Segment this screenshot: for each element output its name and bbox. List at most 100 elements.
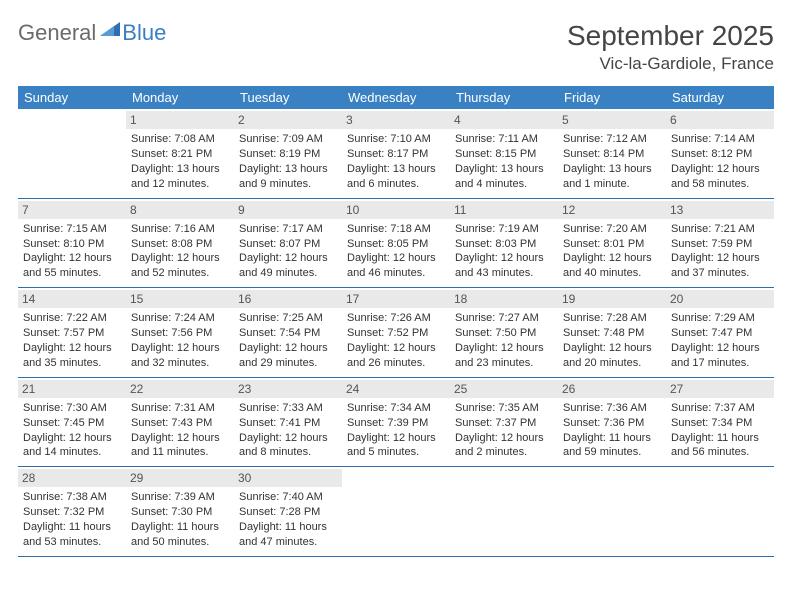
day-daylight1: Daylight: 12 hours [130,431,230,446]
day-daylight1: Daylight: 11 hours [238,520,338,535]
day-number: 27 [666,380,774,398]
day-daylight2: and 50 minutes. [130,535,230,550]
logo-text-general: General [18,20,96,46]
day-cell: 17Sunrise: 7:26 AMSunset: 7:52 PMDayligh… [342,288,450,377]
day-sunset: Sunset: 7:59 PM [670,237,770,252]
day-daylight2: and 17 minutes. [670,356,770,371]
day-sunrise: Sunrise: 7:33 AM [238,401,338,416]
day-sunrise: Sunrise: 7:19 AM [454,222,554,237]
day-cell: 27Sunrise: 7:37 AMSunset: 7:34 PMDayligh… [666,378,774,467]
day-sunrise: Sunrise: 7:08 AM [130,132,230,147]
day-cell: 21Sunrise: 7:30 AMSunset: 7:45 PMDayligh… [18,378,126,467]
day-sunrise: Sunrise: 7:14 AM [670,132,770,147]
day-daylight1: Daylight: 12 hours [130,251,230,266]
day-number: 7 [18,201,126,219]
day-sunset: Sunset: 7:36 PM [562,416,662,431]
day-daylight1: Daylight: 12 hours [670,341,770,356]
day-cell: 26Sunrise: 7:36 AMSunset: 7:36 PMDayligh… [558,378,666,467]
day-cell: 13Sunrise: 7:21 AMSunset: 7:59 PMDayligh… [666,199,774,288]
day-daylight2: and 5 minutes. [346,445,446,460]
day-daylight1: Daylight: 12 hours [22,431,122,446]
week-row: 7Sunrise: 7:15 AMSunset: 8:10 PMDaylight… [18,199,774,289]
day-daylight2: and 59 minutes. [562,445,662,460]
day-daylight2: and 14 minutes. [22,445,122,460]
day-sunrise: Sunrise: 7:24 AM [130,311,230,326]
day-sunrise: Sunrise: 7:30 AM [22,401,122,416]
day-sunset: Sunset: 7:39 PM [346,416,446,431]
day-daylight1: Daylight: 12 hours [346,431,446,446]
day-sunrise: Sunrise: 7:28 AM [562,311,662,326]
weekday-header-row: SundayMondayTuesdayWednesdayThursdayFrid… [18,86,774,109]
day-number: 4 [450,111,558,129]
day-cell: 29Sunrise: 7:39 AMSunset: 7:30 PMDayligh… [126,467,234,556]
day-cell: 30Sunrise: 7:40 AMSunset: 7:28 PMDayligh… [234,467,342,556]
day-sunrise: Sunrise: 7:11 AM [454,132,554,147]
day-daylight2: and 40 minutes. [562,266,662,281]
day-number: 17 [342,290,450,308]
day-sunrise: Sunrise: 7:20 AM [562,222,662,237]
day-daylight1: Daylight: 11 hours [670,431,770,446]
day-cell: 11Sunrise: 7:19 AMSunset: 8:03 PMDayligh… [450,199,558,288]
day-number: 20 [666,290,774,308]
day-cell: 6Sunrise: 7:14 AMSunset: 8:12 PMDaylight… [666,109,774,198]
day-daylight2: and 58 minutes. [670,177,770,192]
day-daylight2: and 55 minutes. [22,266,122,281]
day-sunset: Sunset: 8:15 PM [454,147,554,162]
day-sunrise: Sunrise: 7:27 AM [454,311,554,326]
day-number: 2 [234,111,342,129]
day-number: 28 [18,469,126,487]
day-daylight2: and 23 minutes. [454,356,554,371]
day-cell: 25Sunrise: 7:35 AMSunset: 7:37 PMDayligh… [450,378,558,467]
day-sunrise: Sunrise: 7:22 AM [22,311,122,326]
location-label: Vic-la-Gardiole, France [567,54,774,74]
day-sunset: Sunset: 8:14 PM [562,147,662,162]
day-daylight1: Daylight: 12 hours [238,341,338,356]
day-sunset: Sunset: 8:08 PM [130,237,230,252]
day-number: 21 [18,380,126,398]
day-daylight2: and 6 minutes. [346,177,446,192]
day-sunrise: Sunrise: 7:38 AM [22,490,122,505]
empty-day-cell [450,467,558,556]
day-number: 15 [126,290,234,308]
day-daylight1: Daylight: 12 hours [670,162,770,177]
day-sunset: Sunset: 8:03 PM [454,237,554,252]
day-cell: 5Sunrise: 7:12 AMSunset: 8:14 PMDaylight… [558,109,666,198]
day-sunset: Sunset: 8:07 PM [238,237,338,252]
week-row: 14Sunrise: 7:22 AMSunset: 7:57 PMDayligh… [18,288,774,378]
day-sunrise: Sunrise: 7:18 AM [346,222,446,237]
day-sunset: Sunset: 8:10 PM [22,237,122,252]
day-daylight2: and 43 minutes. [454,266,554,281]
day-cell: 14Sunrise: 7:22 AMSunset: 7:57 PMDayligh… [18,288,126,377]
day-sunset: Sunset: 7:30 PM [130,505,230,520]
day-sunrise: Sunrise: 7:40 AM [238,490,338,505]
day-sunrise: Sunrise: 7:12 AM [562,132,662,147]
day-number: 9 [234,201,342,219]
day-daylight1: Daylight: 13 hours [454,162,554,177]
day-daylight1: Daylight: 12 hours [22,251,122,266]
empty-day-cell [18,109,126,198]
day-sunset: Sunset: 7:32 PM [22,505,122,520]
day-sunset: Sunset: 8:12 PM [670,147,770,162]
logo-text-blue: Blue [122,20,166,46]
day-sunrise: Sunrise: 7:26 AM [346,311,446,326]
day-number: 14 [18,290,126,308]
day-sunrise: Sunrise: 7:09 AM [238,132,338,147]
day-sunset: Sunset: 7:28 PM [238,505,338,520]
day-daylight1: Daylight: 13 hours [346,162,446,177]
day-cell: 12Sunrise: 7:20 AMSunset: 8:01 PMDayligh… [558,199,666,288]
day-sunset: Sunset: 7:47 PM [670,326,770,341]
day-cell: 16Sunrise: 7:25 AMSunset: 7:54 PMDayligh… [234,288,342,377]
day-sunset: Sunset: 7:56 PM [130,326,230,341]
day-number: 19 [558,290,666,308]
day-number: 13 [666,201,774,219]
logo: General Blue [18,20,166,46]
day-daylight2: and 20 minutes. [562,356,662,371]
day-daylight1: Daylight: 11 hours [562,431,662,446]
day-sunrise: Sunrise: 7:29 AM [670,311,770,326]
week-row: 21Sunrise: 7:30 AMSunset: 7:45 PMDayligh… [18,378,774,468]
day-number: 18 [450,290,558,308]
day-daylight1: Daylight: 12 hours [454,341,554,356]
day-daylight2: and 52 minutes. [130,266,230,281]
day-sunset: Sunset: 8:17 PM [346,147,446,162]
day-number: 11 [450,201,558,219]
